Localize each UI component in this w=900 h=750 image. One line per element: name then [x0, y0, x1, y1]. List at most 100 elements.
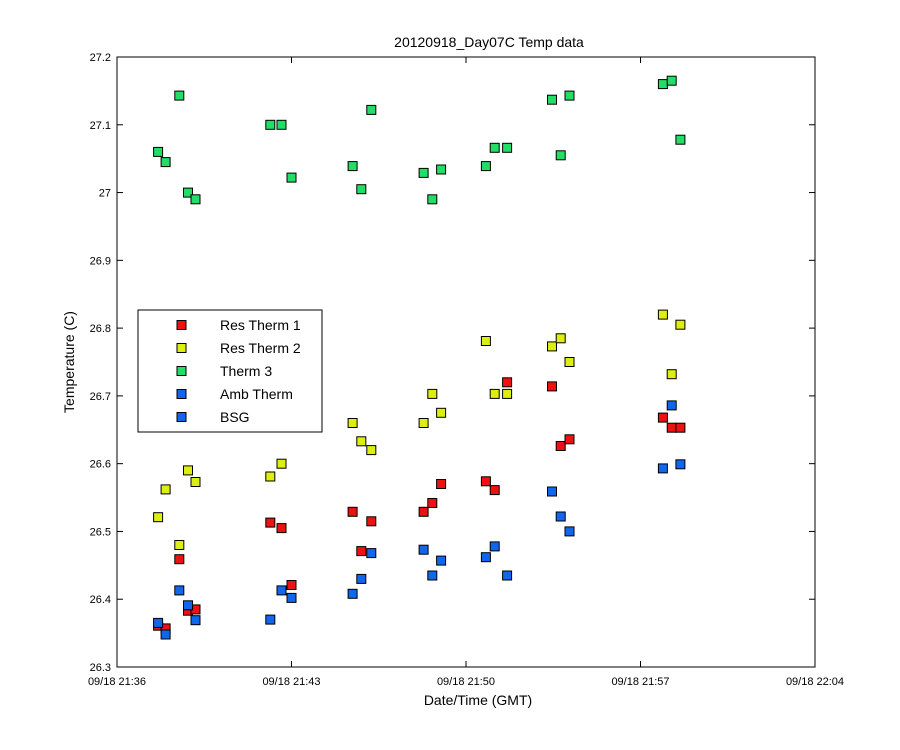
- data-point-amb-therm: [347, 588, 358, 599]
- data-point-therm-3: [675, 134, 686, 145]
- data-point-therm-3: [666, 75, 677, 86]
- data-point-amb-therm: [480, 552, 491, 563]
- data-point-res-therm-1: [356, 546, 367, 557]
- data-point-therm-3: [160, 157, 171, 168]
- y-tick-label: 27.1: [90, 120, 111, 132]
- data-point-therm-3: [190, 194, 201, 205]
- y-tick-label: 26.4: [90, 594, 111, 606]
- data-point-res-therm-2: [657, 309, 668, 320]
- data-point-res-therm-1: [489, 485, 500, 496]
- x-axis-label: Date/Time (GMT): [424, 692, 532, 708]
- x-tick-label: 09/18 21:43: [262, 676, 320, 688]
- data-point-res-therm-2: [265, 471, 276, 482]
- data-point-res-therm-2: [183, 465, 193, 476]
- data-point-res-therm-2: [190, 477, 201, 487]
- series-res-therm-1: [153, 377, 686, 634]
- data-point-res-therm-1: [480, 476, 491, 487]
- data-point-res-therm-2: [480, 336, 491, 346]
- series-amb-therm: [153, 400, 686, 640]
- chart-title: 20120918_Day07C Temp data: [394, 34, 584, 50]
- y-tick-label: 26.3: [90, 662, 111, 674]
- data-point-therm-3: [489, 142, 500, 153]
- data-point-amb-therm: [153, 617, 164, 628]
- data-point-res-therm-1: [418, 506, 429, 517]
- x-tick-label: 09/18 21:36: [88, 676, 146, 688]
- data-point-therm-3: [276, 119, 287, 130]
- data-point-therm-3: [427, 194, 438, 205]
- data-point-res-therm-1: [366, 516, 377, 527]
- data-point-amb-therm: [190, 615, 201, 626]
- x-tick-label: 09/18 21:50: [437, 676, 495, 688]
- data-point-res-therm-1: [276, 523, 287, 534]
- data-point-therm-3: [265, 119, 276, 130]
- data-point-therm-3: [547, 94, 557, 105]
- data-point-res-therm-2: [347, 418, 358, 428]
- data-point-amb-therm: [489, 541, 500, 552]
- data-point-res-therm-2: [153, 512, 164, 523]
- data-point-therm-3: [418, 167, 429, 178]
- data-point-res-therm-2: [418, 418, 429, 428]
- legend-marker: [176, 366, 187, 376]
- data-point-amb-therm: [160, 629, 171, 640]
- legend-marker: [176, 389, 187, 399]
- legend-label: Therm 3: [220, 363, 272, 379]
- data-point-res-therm-1: [666, 422, 677, 433]
- data-point-res-therm-1: [427, 498, 438, 508]
- y-tick-label: 26.8: [90, 323, 111, 335]
- data-point-res-therm-2: [366, 445, 377, 456]
- data-point-amb-therm: [174, 585, 185, 596]
- data-point-therm-3: [356, 184, 367, 195]
- data-point-res-therm-1: [657, 412, 668, 423]
- data-point-therm-3: [480, 161, 491, 172]
- data-point-amb-therm: [555, 511, 566, 522]
- legend-label: Res Therm 2: [220, 340, 301, 356]
- data-point-res-therm-1: [174, 554, 185, 565]
- data-point-therm-3: [174, 90, 185, 101]
- legend-box: [137, 309, 323, 433]
- data-point-res-therm-1: [502, 377, 513, 388]
- data-point-therm-3: [502, 142, 513, 153]
- data-markers: [153, 75, 686, 640]
- data-point-res-therm-1: [564, 434, 575, 445]
- legend-marker: [176, 343, 187, 353]
- data-point-amb-therm: [276, 585, 287, 596]
- data-point-therm-3: [564, 90, 575, 101]
- x-axis: 09/18 21:36 09/18 21:43 09/18 21:50 09/18 2…: [88, 57, 844, 688]
- data-point-res-therm-2: [555, 333, 566, 344]
- data-point-amb-therm: [436, 555, 447, 566]
- data-point-res-therm-2: [276, 458, 287, 469]
- data-point-therm-3: [366, 104, 377, 115]
- data-point-res-therm-2: [174, 540, 185, 550]
- data-point-amb-therm: [286, 592, 297, 603]
- data-point-res-therm-2: [436, 407, 447, 418]
- data-point-res-therm-1: [675, 422, 686, 433]
- legend-marker: [176, 412, 187, 422]
- data-point-amb-therm: [564, 526, 575, 537]
- data-point-res-therm-2: [666, 369, 677, 380]
- data-point-amb-therm: [366, 548, 377, 559]
- y-tick-label: 26.7: [90, 391, 111, 403]
- data-point-amb-therm: [547, 486, 557, 497]
- data-point-therm-3: [286, 172, 297, 183]
- y-tick-label: 26.9: [90, 255, 111, 267]
- data-point-res-therm-2: [502, 388, 513, 399]
- series-therm-3: [153, 75, 686, 205]
- data-point-res-therm-2: [675, 319, 686, 330]
- y-tick-label: 27.2: [90, 52, 111, 64]
- data-point-amb-therm: [666, 400, 677, 411]
- data-point-res-therm-1: [265, 517, 276, 528]
- data-point-res-therm-2: [427, 388, 438, 399]
- data-point-res-therm-2: [564, 357, 575, 367]
- y-tick-label: 27: [99, 188, 111, 200]
- data-point-therm-3: [183, 187, 193, 198]
- data-point-amb-therm: [427, 570, 438, 581]
- data-point-res-therm-2: [547, 341, 557, 352]
- data-point-amb-therm: [183, 600, 193, 611]
- data-point-res-therm-1: [347, 506, 358, 517]
- data-point-therm-3: [153, 146, 164, 157]
- x-tick-label: 09/18 21:57: [611, 676, 669, 688]
- legend-label: Res Therm 1: [220, 317, 301, 333]
- data-point-therm-3: [436, 164, 447, 175]
